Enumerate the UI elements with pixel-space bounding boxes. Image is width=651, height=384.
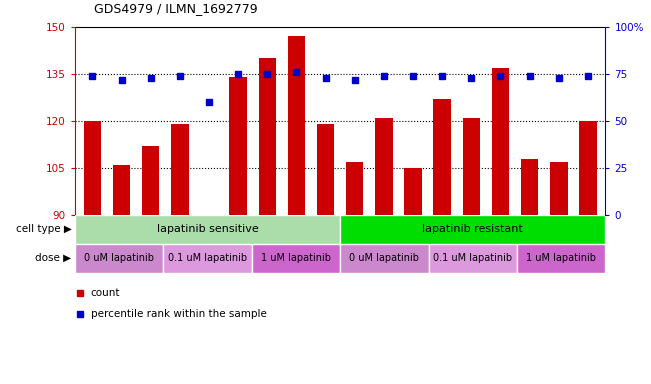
Bar [550, 162, 568, 215]
Bar [492, 68, 509, 215]
Text: 0.1 uM lapatinib: 0.1 uM lapatinib [168, 253, 247, 263]
Bar [113, 165, 130, 215]
Bar [340, 215, 605, 244]
Text: cell type ▶: cell type ▶ [16, 224, 72, 235]
Bar [517, 244, 605, 273]
Text: lapatinib sensitive: lapatinib sensitive [157, 224, 258, 235]
Bar [75, 215, 340, 244]
Text: 1 uM lapatinib: 1 uM lapatinib [526, 253, 596, 263]
Bar [579, 121, 597, 215]
Bar [258, 58, 276, 215]
Bar [83, 121, 101, 215]
Bar [434, 99, 451, 215]
Text: 1 uM lapatinib: 1 uM lapatinib [261, 253, 331, 263]
Bar [142, 146, 159, 215]
Text: GDS4979 / ILMN_1692779: GDS4979 / ILMN_1692779 [94, 2, 258, 15]
Bar [252, 244, 340, 273]
Bar [404, 168, 422, 215]
Bar [346, 162, 363, 215]
Text: lapatinib resistant: lapatinib resistant [422, 224, 523, 235]
Text: 0.1 uM lapatinib: 0.1 uM lapatinib [433, 253, 512, 263]
Bar [75, 244, 163, 273]
Text: 0 uM lapatinib: 0 uM lapatinib [84, 253, 154, 263]
Text: count: count [90, 288, 120, 298]
Bar [163, 244, 252, 273]
Bar [463, 118, 480, 215]
Bar [229, 77, 247, 215]
Bar [340, 244, 428, 273]
Bar [288, 36, 305, 215]
Text: percentile rank within the sample: percentile rank within the sample [90, 309, 267, 319]
Bar [521, 159, 538, 215]
Text: dose ▶: dose ▶ [36, 253, 72, 263]
Bar [375, 118, 393, 215]
Bar [317, 124, 335, 215]
Text: 0 uM lapatinib: 0 uM lapatinib [350, 253, 419, 263]
Bar [171, 124, 189, 215]
Bar [428, 244, 517, 273]
